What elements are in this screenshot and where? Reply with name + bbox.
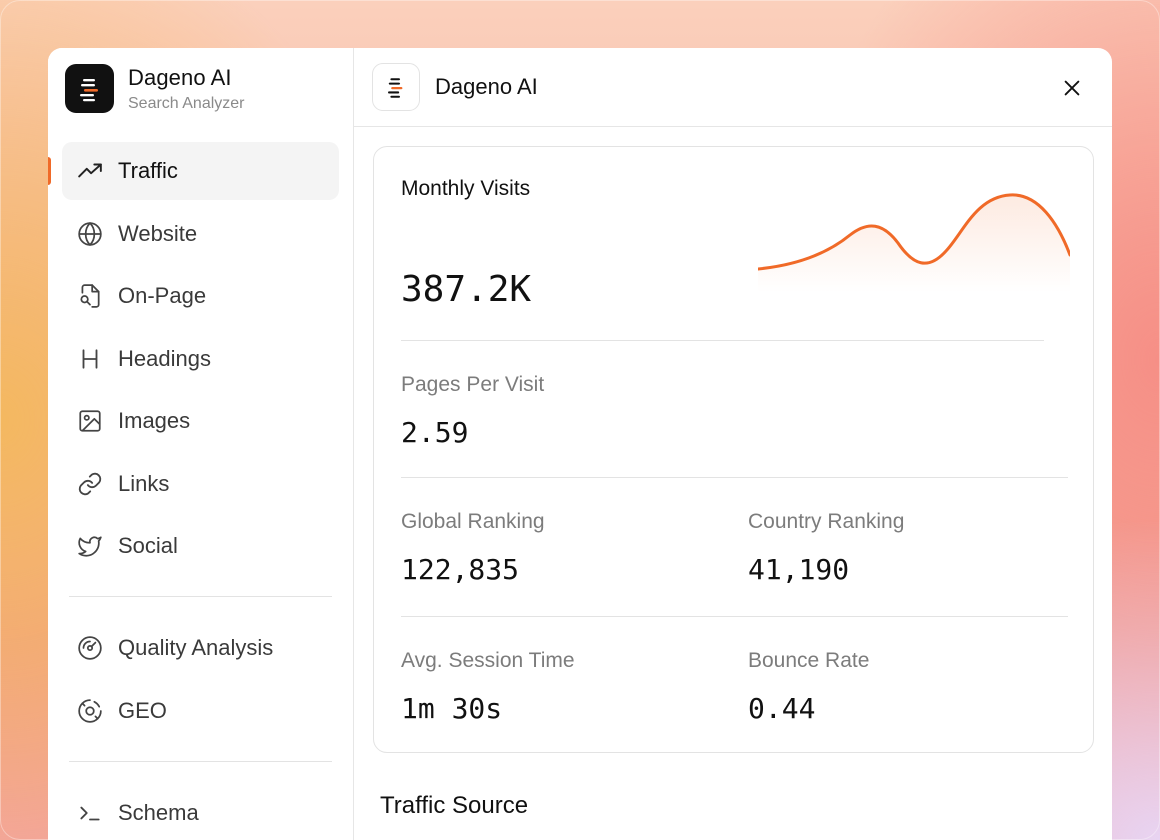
trending-up-icon bbox=[76, 157, 104, 185]
brand-logo-icon bbox=[65, 64, 114, 113]
sidebar-item-label: Traffic bbox=[118, 158, 178, 183]
pages-per-visit-label: Pages Per Visit bbox=[401, 373, 545, 396]
sidebar-item-website[interactable]: Website bbox=[62, 205, 339, 263]
sidebar-item-schema[interactable]: Schema bbox=[62, 784, 339, 840]
app-window: Dageno AI Search Analyzer Traffic Websit… bbox=[48, 48, 1112, 840]
bounce-rate-value: 0.44 bbox=[748, 692, 816, 725]
sidebar-divider bbox=[69, 760, 332, 762]
sidebar-item-label: Headings bbox=[118, 345, 211, 371]
country-ranking-value: 41,190 bbox=[748, 553, 850, 586]
card-divider bbox=[401, 616, 1068, 617]
panel-title: Dageno AI bbox=[435, 74, 538, 99]
bounce-rate-label: Bounce Rate bbox=[748, 649, 870, 672]
link-icon bbox=[76, 470, 104, 498]
image-icon bbox=[76, 407, 104, 435]
active-indicator bbox=[48, 157, 51, 185]
sidebar-item-geo[interactable]: GEO bbox=[62, 682, 339, 740]
main-panel: Dageno AI Monthly Visits 387.2K Pages Pe bbox=[354, 48, 1112, 840]
sidebar-item-on-page[interactable]: On-Page bbox=[62, 267, 339, 325]
traffic-stats-card: Monthly Visits 387.2K Pages Per Visit 2.… bbox=[373, 146, 1094, 753]
sidebar-item-label: Images bbox=[118, 408, 191, 433]
global-ranking-value: 122,835 bbox=[401, 553, 520, 586]
brand-subtitle: Search Analyzer bbox=[128, 94, 245, 112]
pages-per-visit-value: 2.59 bbox=[401, 416, 469, 449]
heading-icon bbox=[76, 345, 104, 373]
panel-header: Dageno AI bbox=[354, 48, 1112, 127]
gauge-icon bbox=[76, 634, 104, 662]
sidebar-item-quality-analysis[interactable]: Quality Analysis bbox=[62, 619, 339, 677]
file-search-icon bbox=[76, 282, 104, 310]
sidebar-item-traffic[interactable]: Traffic bbox=[48, 142, 339, 200]
card-divider bbox=[401, 477, 1068, 478]
terminal-icon bbox=[76, 799, 104, 827]
sidebar-nav: Traffic Website On-Page Headings bbox=[48, 142, 339, 840]
sidebar-item-headings[interactable]: Headings bbox=[62, 330, 339, 388]
close-icon bbox=[1064, 80, 1080, 96]
card-divider bbox=[401, 340, 1044, 341]
monthly-visits-label: Monthly Visits bbox=[401, 177, 531, 200]
globe-icon bbox=[76, 220, 104, 248]
traffic-source-heading: Traffic Source bbox=[380, 792, 529, 819]
sidebar-item-label: Schema bbox=[118, 799, 199, 825]
brand-name: Dageno AI bbox=[128, 64, 232, 90]
avg-session-time-value: 1m 30s bbox=[401, 692, 503, 725]
sidebar-item-label: On-Page bbox=[118, 283, 207, 308]
geo-icon bbox=[76, 697, 104, 725]
brand: Dageno AI Search Analyzer bbox=[65, 64, 245, 113]
sidebar-item-links[interactable]: Links bbox=[62, 455, 339, 513]
sidebar-item-label: Website bbox=[118, 220, 198, 246]
sidebar-item-social[interactable]: Social bbox=[62, 517, 339, 575]
global-ranking-label: Global Ranking bbox=[401, 510, 545, 533]
sidebar-item-label: Social bbox=[118, 533, 178, 558]
avg-session-time-label: Avg. Session Time bbox=[401, 649, 575, 672]
sidebar-divider bbox=[69, 596, 332, 597]
monthly-visits-value: 387.2K bbox=[401, 269, 532, 310]
sidebar-item-label: Links bbox=[118, 470, 170, 496]
sidebar-item-images[interactable]: Images bbox=[62, 392, 339, 450]
close-button[interactable] bbox=[1058, 74, 1086, 102]
sidebar-item-label: Quality Analysis bbox=[118, 635, 274, 660]
monthly-visits-sparkline bbox=[758, 193, 1070, 293]
dageno-logo-icon bbox=[372, 63, 420, 111]
twitter-icon bbox=[76, 532, 104, 560]
sidebar: Dageno AI Search Analyzer Traffic Websit… bbox=[48, 48, 354, 840]
country-ranking-label: Country Ranking bbox=[748, 510, 905, 533]
sidebar-item-label: GEO bbox=[118, 697, 167, 723]
